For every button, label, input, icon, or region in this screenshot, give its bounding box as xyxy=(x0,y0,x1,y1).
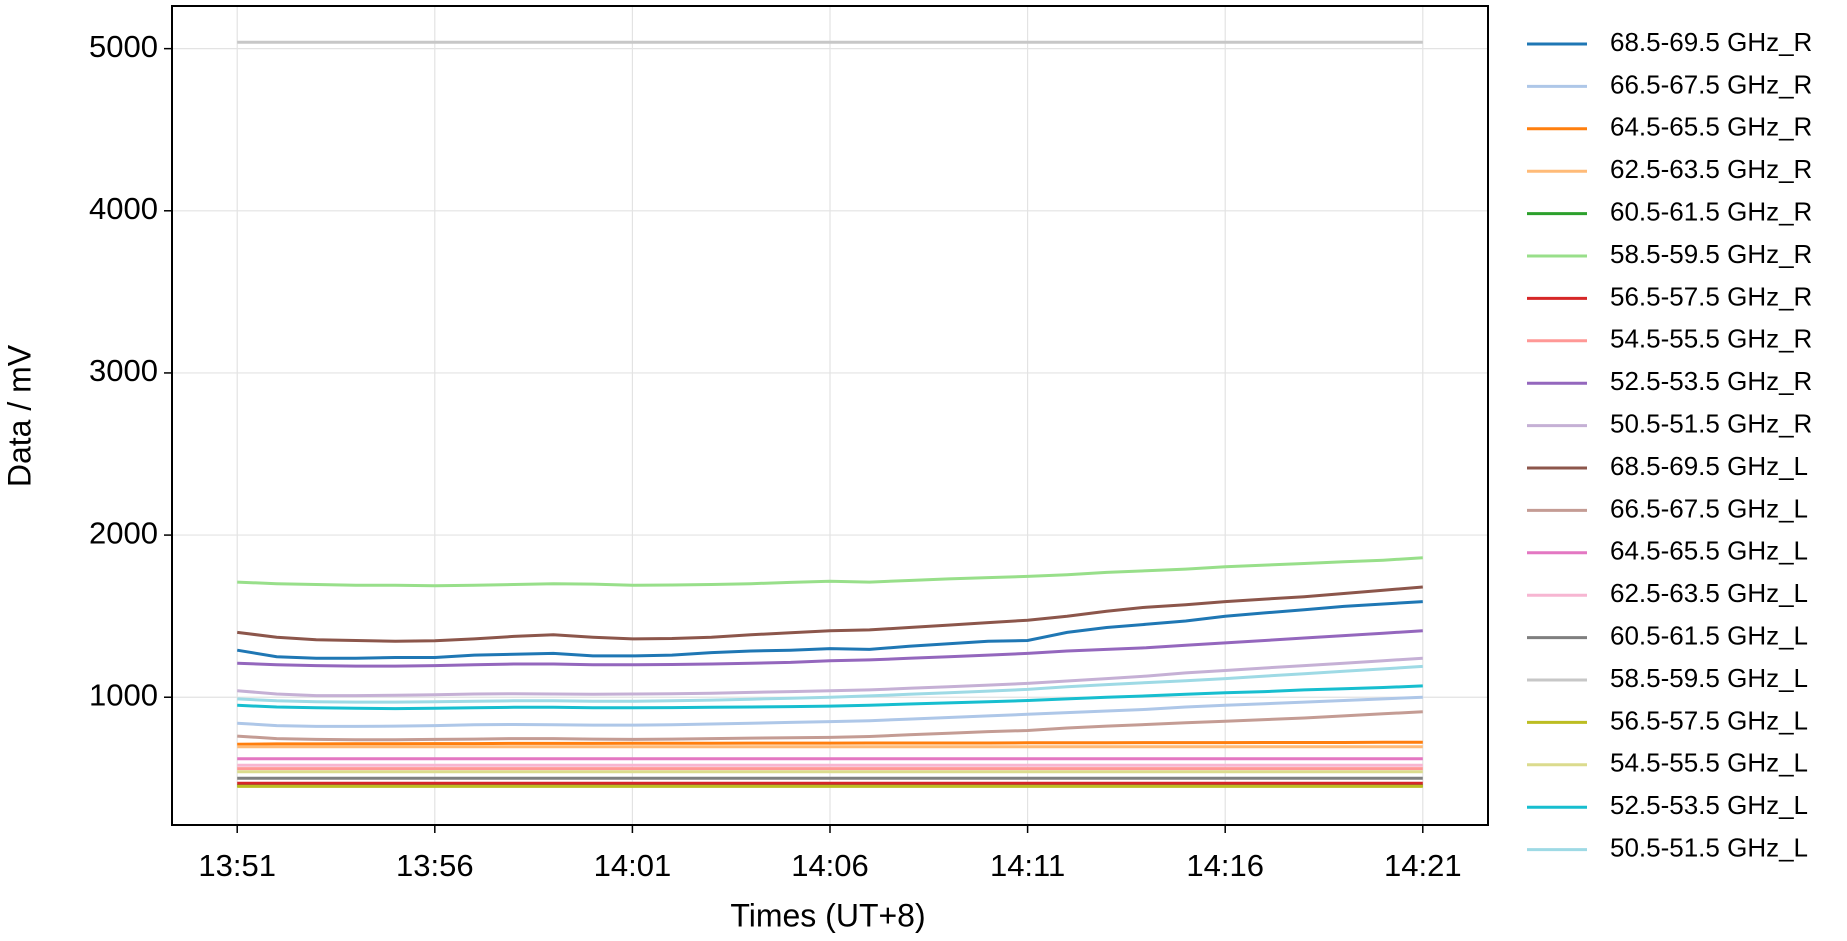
x-tick-label: 14:21 xyxy=(1384,848,1462,883)
plot-frame xyxy=(171,5,1489,826)
y-tick-label: 1000 xyxy=(89,677,158,712)
series-line xyxy=(237,556,1423,588)
legend-label: 52.5-53.5 GHz_R xyxy=(1610,366,1812,396)
legend-label: 54.5-55.5 GHz_R xyxy=(1610,324,1812,354)
legend-label: 68.5-69.5 GHz_R xyxy=(1610,27,1812,57)
legend-label: 62.5-63.5 GHz_R xyxy=(1610,154,1812,184)
series-line xyxy=(237,656,1423,698)
legend-label: 50.5-51.5 GHz_L xyxy=(1610,832,1808,862)
series-line xyxy=(236,600,1423,660)
series-line xyxy=(237,684,1423,711)
x-axis-label: Times (UT+8) xyxy=(730,897,925,933)
series-line xyxy=(237,695,1423,728)
legend-label: 60.5-61.5 GHz_R xyxy=(1610,196,1812,226)
y-tick-label: 4000 xyxy=(89,191,158,226)
legend-label: 66.5-67.5 GHz_R xyxy=(1610,69,1812,99)
x-tick-label: 14:16 xyxy=(1186,848,1264,883)
legend-label: 58.5-59.5 GHz_L xyxy=(1610,663,1808,693)
x-tick-label: 13:56 xyxy=(396,848,474,883)
legend-label: 56.5-57.5 GHz_R xyxy=(1610,281,1812,311)
series-line xyxy=(237,710,1423,742)
legend-label: 58.5-59.5 GHz_R xyxy=(1610,239,1812,269)
x-tick-label: 14:01 xyxy=(594,848,672,883)
legend-label: 52.5-53.5 GHz_L xyxy=(1610,790,1808,820)
legend-label: 60.5-61.5 GHz_L xyxy=(1610,620,1808,650)
x-tick-label: 13:51 xyxy=(198,848,276,883)
legend-label: 54.5-55.5 GHz_L xyxy=(1610,748,1808,778)
legend-label: 62.5-63.5 GHz_L xyxy=(1610,578,1808,608)
legend-label: 50.5-51.5 GHz_R xyxy=(1610,408,1812,438)
legend-label: 56.5-57.5 GHz_L xyxy=(1610,705,1808,735)
series-line xyxy=(237,740,1423,746)
x-tick-label: 14:11 xyxy=(990,848,1065,883)
y-tick-label: 5000 xyxy=(89,29,158,64)
y-axis-label: Data / mV xyxy=(1,344,37,487)
legend-label: 64.5-65.5 GHz_L xyxy=(1610,536,1808,566)
legend-label: 68.5-69.5 GHz_L xyxy=(1610,451,1808,481)
series-line xyxy=(237,629,1423,668)
x-tick-label: 14:06 xyxy=(791,848,869,883)
y-tick-label: 3000 xyxy=(89,353,158,388)
y-tick-label: 2000 xyxy=(89,515,158,550)
series-line xyxy=(237,664,1423,704)
legend-label: 66.5-67.5 GHz_L xyxy=(1610,493,1808,523)
series-line xyxy=(237,585,1423,643)
legend-label: 64.5-65.5 GHz_R xyxy=(1610,112,1812,142)
